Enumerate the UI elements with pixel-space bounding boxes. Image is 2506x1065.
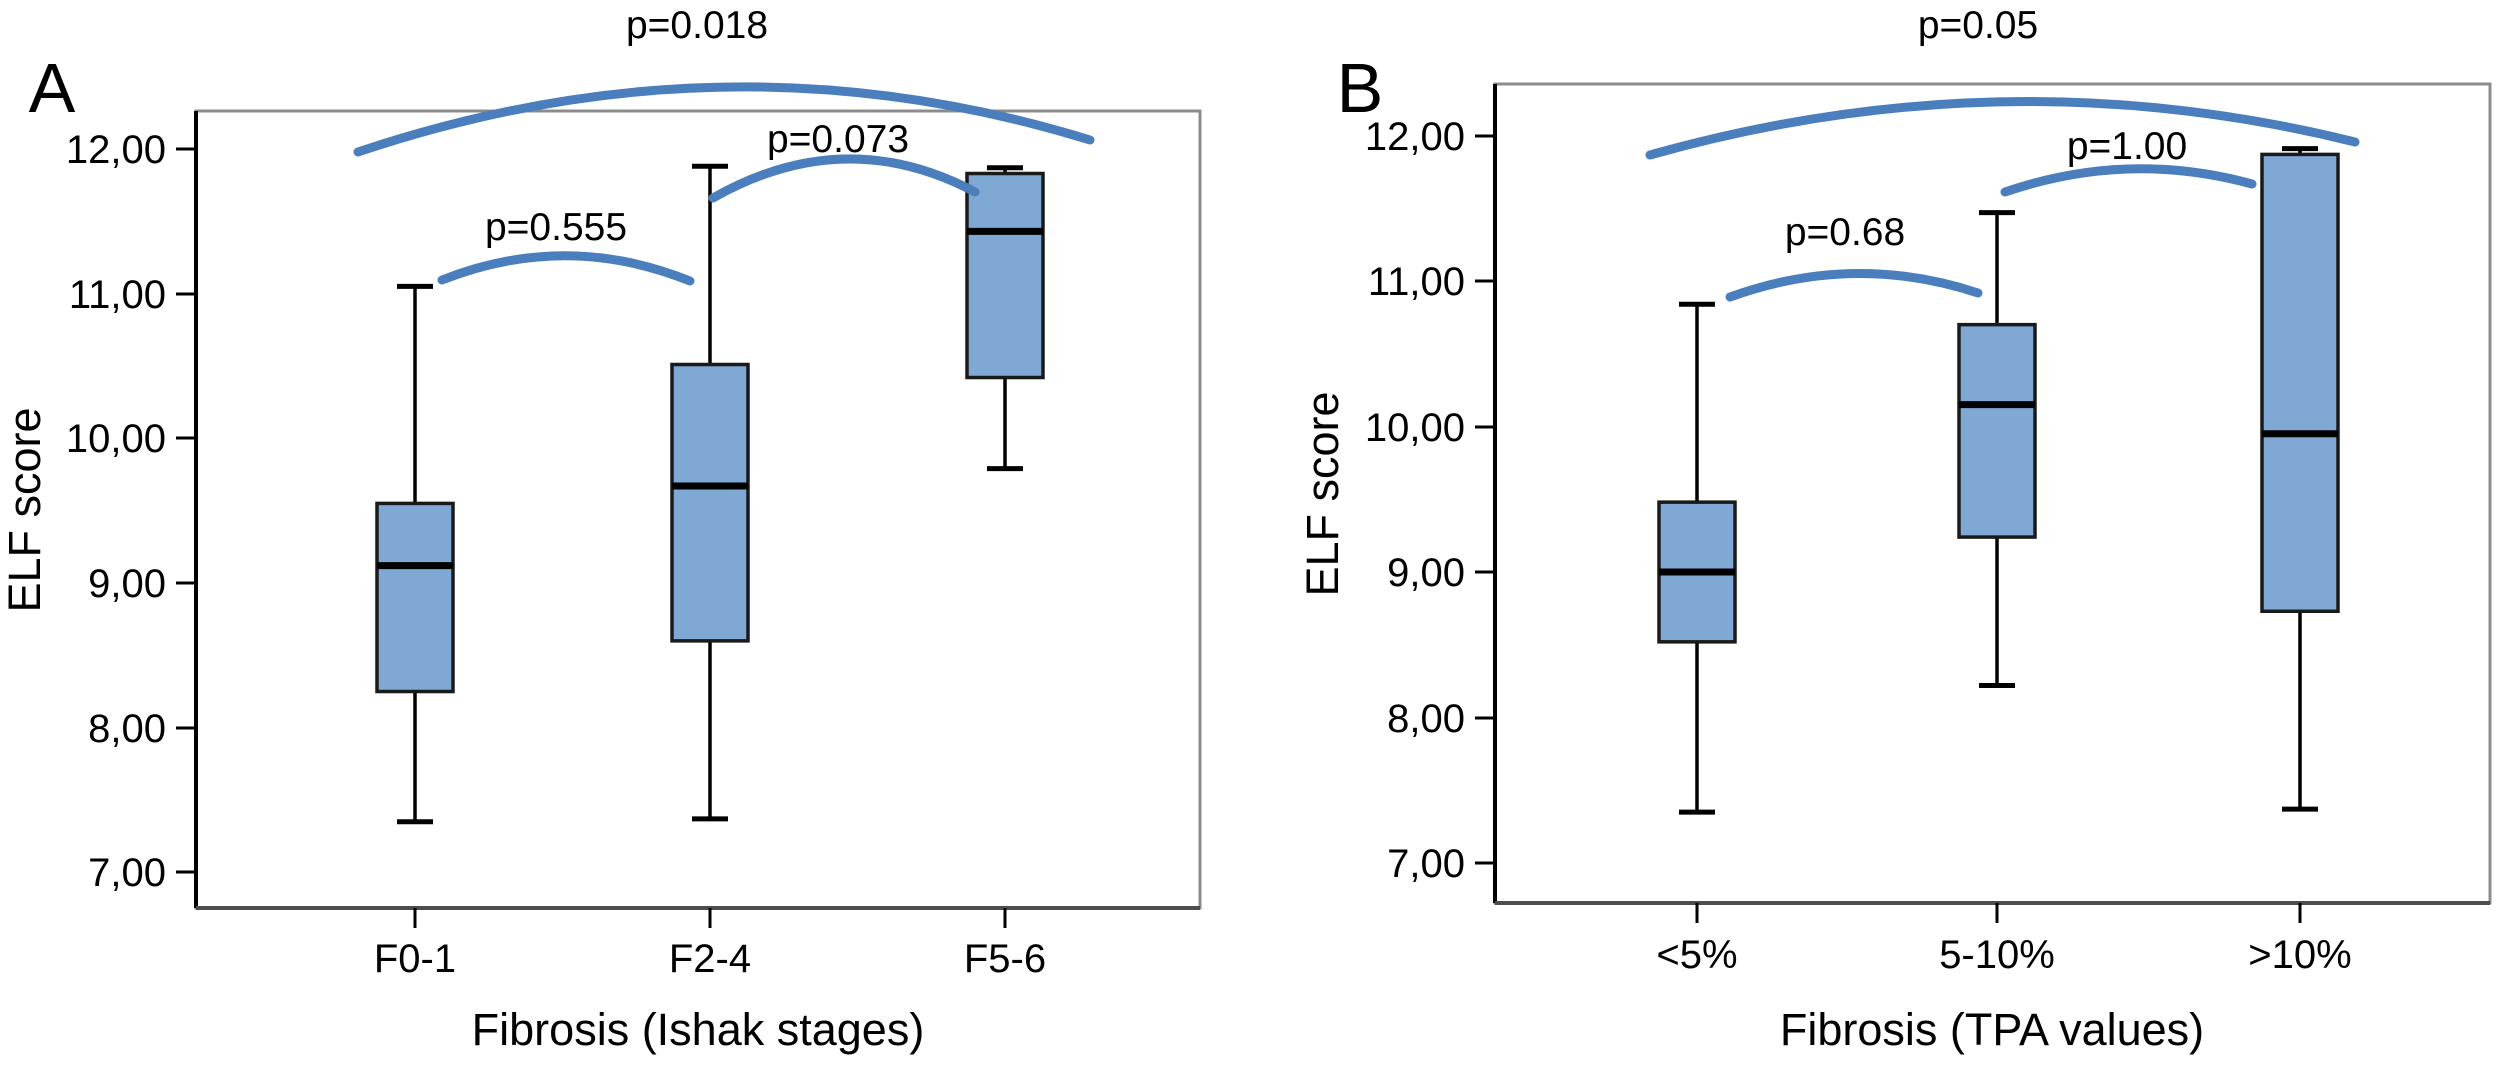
y-tick-label: 11,00 bbox=[69, 273, 166, 317]
iqr-box bbox=[1957, 322, 2037, 539]
x-tick-label: F5-6 bbox=[964, 937, 1046, 981]
panel-a-y-ticklabels: 12,00 11,00 10,00 9,00 8,00 7,00 bbox=[66, 128, 166, 895]
panel-a-x-axis-title: Fibrosis (Ishak stages) bbox=[472, 1004, 925, 1055]
panel-a-y-axis-title: ELF score bbox=[0, 407, 50, 612]
x-tick-label: F0-1 bbox=[374, 937, 456, 981]
panel-b-y-tickmarks bbox=[1475, 134, 1495, 865]
y-tick-label: 8,00 bbox=[1387, 697, 1465, 741]
boxplot-510 bbox=[1957, 210, 2037, 688]
boxplot-f24 bbox=[670, 163, 750, 822]
panel-a-x-tickmarks bbox=[413, 908, 1007, 928]
x-tick-label: 5-10% bbox=[1939, 933, 2055, 977]
iqr-box bbox=[965, 171, 1045, 380]
panel-b-x-tickmarks bbox=[1695, 903, 2302, 923]
panel-b-x-axis-title: Fibrosis (TPA values) bbox=[1780, 1004, 2204, 1055]
panel-b-x-ticklabels: <5% 5-10% >10% bbox=[1656, 933, 2351, 977]
boxplot-f01 bbox=[375, 283, 455, 825]
boxplot-f56 bbox=[965, 165, 1045, 472]
panel-a-boxes bbox=[375, 163, 1045, 825]
iqr-box bbox=[375, 501, 455, 694]
panel-a-letter: A bbox=[29, 49, 76, 127]
panel-b-boxes bbox=[1657, 146, 2340, 815]
y-tick-label: 10,00 bbox=[1365, 406, 1465, 450]
x-tick-label: >10% bbox=[2248, 933, 2351, 977]
panel-a-brackets bbox=[353, 82, 1095, 286]
bracket-f01-f24 bbox=[437, 251, 695, 286]
panel-a-x-ticklabels: F0-1 F2-4 F5-6 bbox=[374, 937, 1046, 981]
panel-b-p-label-2: p=1.00 bbox=[2067, 125, 2187, 168]
y-tick-label: 9,00 bbox=[1387, 551, 1465, 595]
bracket-510-gt10 bbox=[2000, 164, 2257, 197]
y-tick-label: 8,00 bbox=[88, 707, 166, 751]
panel-a-y-tickmarks bbox=[176, 147, 196, 874]
iqr-box bbox=[670, 362, 750, 643]
y-tick-label: 10,00 bbox=[66, 417, 166, 461]
bracket-overall-b bbox=[1645, 97, 2360, 160]
y-tick-label: 7,00 bbox=[88, 851, 166, 895]
panel-a: A p=0.018 12,00 11,00 10,00 9,00 8,00 7,… bbox=[0, 4, 1202, 1055]
boxplot-5 bbox=[1657, 301, 1737, 815]
bracket-lt5-510 bbox=[1725, 268, 1983, 302]
panel-b-y-axis-title: ELF score bbox=[1297, 391, 1348, 596]
iqr-box bbox=[2260, 152, 2340, 614]
panel-b: B p=0.05 12,00 11,00 10,00 9,00 8,00 7,0… bbox=[1297, 4, 2492, 1055]
panel-a-p-label-1: p=0.555 bbox=[485, 206, 627, 249]
y-tick-label: 12,00 bbox=[66, 128, 166, 172]
bracket-overall-a bbox=[353, 82, 1095, 157]
x-tick-label: F2-4 bbox=[669, 937, 751, 981]
panel-b-y-ticklabels: 12,00 11,00 10,00 9,00 8,00 7,00 bbox=[1365, 115, 1465, 886]
x-tick-label: <5% bbox=[1656, 933, 1737, 977]
boxplot-10 bbox=[2260, 146, 2340, 812]
panel-a-p-label-2: p=0.073 bbox=[767, 118, 909, 161]
panel-b-letter: B bbox=[1337, 49, 1384, 127]
panel-b-p-label-1: p=0.68 bbox=[1785, 211, 1905, 254]
panel-b-brackets bbox=[1645, 97, 2360, 302]
panel-b-overall-p-label: p=0.05 bbox=[1918, 4, 2038, 47]
y-tick-label: 12,00 bbox=[1365, 115, 1465, 159]
y-tick-label: 11,00 bbox=[1368, 260, 1465, 304]
panel-a-overall-p-label: p=0.018 bbox=[626, 4, 768, 47]
bracket-f24-f56 bbox=[708, 154, 980, 203]
y-tick-label: 7,00 bbox=[1387, 842, 1465, 886]
y-tick-label: 9,00 bbox=[88, 562, 166, 606]
